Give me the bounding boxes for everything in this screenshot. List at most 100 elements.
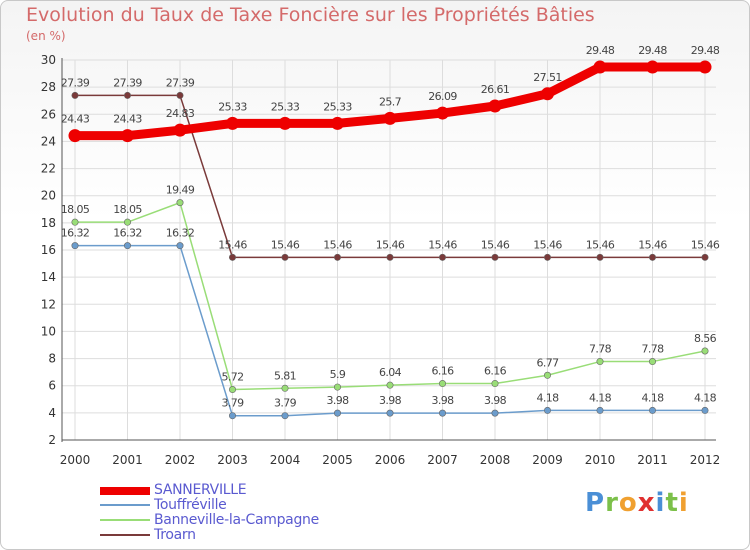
data-label-banneville-la-campagne: 5.9 [330, 368, 346, 381]
y-tick-label: 24 [41, 134, 56, 148]
data-label-banneville-la-campagne: 7.78 [641, 343, 664, 356]
point-troarn [491, 253, 499, 261]
point-troarn [596, 253, 604, 261]
data-label-banneville-la-campagne: 6.77 [536, 356, 559, 369]
x-tick-label: 2012 [690, 453, 721, 467]
data-label-touffr-ville: 3.98 [431, 394, 454, 407]
legend-swatch-banneville [100, 519, 150, 521]
point-banneville-la-campagne [229, 386, 237, 394]
data-label-sannerville: 27.51 [533, 71, 562, 84]
point-banneville-la-campagne [543, 371, 551, 379]
data-label-touffr-ville: 16.32 [61, 227, 90, 240]
point-sannerville [383, 111, 397, 125]
point-troarn [386, 253, 394, 261]
point-sannerville [436, 106, 449, 120]
data-label-touffr-ville: 16.32 [113, 227, 142, 240]
data-label-sannerville: 25.33 [218, 100, 247, 113]
y-tick-label: 18 [41, 216, 56, 230]
data-label-touffr-ville: 4.18 [694, 391, 717, 404]
data-label-banneville-la-campagne: 6.16 [431, 365, 454, 378]
data-label-sannerville: 29.48 [691, 44, 720, 57]
legend-label-banneville: Banneville-la-Campagne [154, 512, 319, 528]
data-label-touffr-ville: 4.18 [589, 391, 612, 404]
data-label-troarn: 15.46 [428, 238, 457, 251]
point-troarn [229, 253, 237, 261]
point-banneville-la-campagne [701, 347, 709, 355]
point-sannerville [68, 129, 82, 143]
point-sannerville [121, 129, 134, 143]
point-sannerville [646, 60, 659, 74]
x-tick-label: 2005 [322, 453, 353, 467]
point-troarn [701, 253, 709, 261]
y-tick-label: 8 [48, 352, 56, 366]
legend-label-touffreville: Touffréville [154, 497, 227, 513]
data-label-sannerville: 25.33 [323, 100, 352, 113]
data-label-sannerville: 29.48 [638, 44, 667, 57]
data-label-touffr-ville: 16.32 [166, 227, 195, 240]
point-sannerville [698, 60, 712, 74]
point-troarn [176, 91, 184, 99]
data-label-touffr-ville: 4.18 [641, 391, 664, 404]
point-touffr-ville [438, 409, 446, 417]
data-label-troarn: 15.46 [481, 238, 510, 251]
point-sannerville [226, 116, 239, 130]
point-banneville-la-campagne [491, 380, 499, 388]
data-label-sannerville: 29.48 [586, 44, 615, 57]
x-tick-label: 2004 [270, 453, 301, 467]
y-tick-label: 30 [41, 53, 56, 67]
y-tick-label: 6 [48, 379, 56, 393]
data-label-touffr-ville: 3.98 [379, 394, 402, 407]
point-touffr-ville [491, 409, 499, 417]
data-label-troarn: 15.46 [533, 238, 562, 251]
point-touffr-ville [333, 409, 341, 417]
data-label-banneville-la-campagne: 6.04 [379, 366, 402, 379]
data-label-banneville-la-campagne: 7.78 [589, 343, 612, 356]
x-tick-label: 2010 [585, 453, 616, 467]
data-label-touffr-ville: 3.79 [274, 397, 297, 410]
data-label-sannerville: 26.09 [428, 90, 457, 103]
x-tick-label: 2011 [637, 453, 668, 467]
data-label-sannerville: 24.43 [61, 113, 90, 126]
point-troarn [71, 91, 79, 99]
x-tick-label: 2009 [532, 453, 563, 467]
x-tick-label: 2007 [427, 453, 458, 467]
point-touffr-ville [229, 412, 237, 420]
proxiti-logo: Proxiti [585, 488, 689, 518]
point-troarn [543, 253, 551, 261]
point-banneville-la-campagne [648, 358, 656, 366]
y-tick-label: 22 [41, 162, 56, 176]
point-sannerville [278, 116, 292, 130]
data-label-touffr-ville: 3.98 [326, 394, 349, 407]
y-tick-label: 4 [48, 406, 56, 420]
point-troarn [333, 253, 341, 261]
point-sannerville [331, 116, 344, 130]
point-touffr-ville [596, 406, 604, 414]
data-label-banneville-la-campagne: 8.56 [694, 332, 717, 345]
point-banneville-la-campagne [176, 199, 184, 207]
series [68, 60, 712, 420]
data-label-troarn: 27.39 [113, 76, 142, 89]
x-tick-label: 2001 [112, 453, 143, 467]
point-troarn [124, 91, 132, 99]
y-tick-label: 16 [41, 243, 56, 257]
legend-label-troarn: Troarn [154, 527, 196, 543]
data-label-touffr-ville: 4.18 [536, 391, 559, 404]
point-sannerville [488, 99, 502, 113]
y-tick-label: 28 [41, 80, 56, 94]
point-touffr-ville [176, 242, 184, 250]
data-label-troarn: 15.46 [323, 238, 352, 251]
y-tick-label: 26 [41, 107, 56, 121]
point-touffr-ville [701, 406, 709, 414]
y-tick-label: 2 [48, 433, 56, 447]
data-label-troarn: 27.39 [61, 76, 90, 89]
point-sannerville [173, 123, 187, 137]
point-touffr-ville [543, 406, 551, 414]
unit-label: (en %) [26, 29, 66, 43]
data-label-banneville-la-campagne: 19.49 [166, 184, 195, 197]
x-tick-label: 2008 [480, 453, 511, 467]
point-banneville-la-campagne [333, 383, 341, 391]
data-label-banneville-la-campagne: 18.05 [61, 203, 90, 216]
x-tick-label: 2002 [165, 453, 196, 467]
